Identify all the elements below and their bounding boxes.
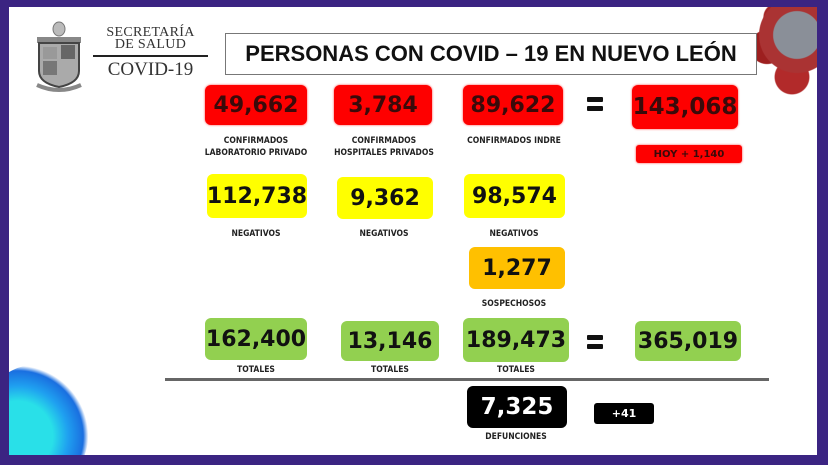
grand-total-value: 365,019: [635, 321, 741, 361]
label-line: CONFIRMADOS: [351, 136, 417, 146]
total-private-lab-value: 162,400: [205, 318, 307, 360]
confirmed-private-hospitals-label: CONFIRMADOS HOSPITALES PRIVADOS: [320, 135, 448, 159]
logo-line-3: COVID-19: [107, 59, 194, 80]
deaths-value: 7,325: [467, 386, 567, 428]
confirmed-private-hospitals-value: 3,784: [334, 85, 432, 125]
label-line: CONFIRMADOS INDRE: [467, 136, 561, 146]
coronavirus-decoration-icon: [9, 365, 89, 455]
negative-indre-label: NEGATIVOS: [489, 229, 539, 239]
total-private-hospitals-label: TOTALES: [371, 365, 409, 375]
logo-divider: [93, 55, 208, 57]
suspect-label: SOSPECHOSOS: [481, 299, 547, 309]
equals-icon: [587, 335, 603, 349]
logo-line-1: SECRETARÍA: [106, 25, 195, 40]
confirmed-private-lab-value: 49,662: [205, 85, 307, 125]
confirmed-private-lab-label: CONFIRMADOS LABORATORIO PRIVADO: [192, 135, 320, 159]
negative-private-lab-value: 112,738: [207, 174, 307, 218]
confirmed-indre-label: CONFIRMADOS INDRE: [450, 135, 578, 147]
confirmed-today-badge: HOY + 1,140: [636, 145, 742, 163]
confirmed-indre-value: 89,622: [463, 85, 563, 125]
negative-private-hospitals-value: 9,362: [337, 177, 433, 219]
slide-canvas: SECRETARÍA DE SALUD COVID-19 PERSONAS CO…: [9, 7, 817, 455]
total-private-lab-label: TOTALES: [237, 365, 275, 375]
total-private-hospitals-value: 13,146: [341, 321, 439, 361]
health-secretariat-logo: SECRETARÍA DE SALUD COVID-19: [27, 19, 217, 97]
logo-line-2: DE SALUD: [114, 37, 187, 52]
deaths-label: DEFUNCIONES: [485, 432, 547, 442]
negative-private-hospitals-label: NEGATIVOS: [359, 229, 409, 239]
equals-icon: [587, 97, 603, 111]
section-divider: [165, 378, 769, 381]
page-title: PERSONAS CON COVID – 19 EN NUEVO LEÓN: [225, 33, 757, 75]
nuevo-leon-crest-icon: [36, 21, 82, 92]
deaths-today-badge: +41: [594, 403, 654, 424]
label-line: CONFIRMADOS: [223, 136, 289, 146]
negative-private-lab-label: NEGATIVOS: [231, 229, 281, 239]
negative-indre-value: 98,574: [464, 174, 565, 218]
confirmed-total-value: 143,068: [632, 85, 738, 129]
suspect-value: 1,277: [469, 247, 565, 289]
label-line: LABORATORIO PRIVADO: [204, 148, 308, 158]
total-indre-label: TOTALES: [497, 365, 535, 375]
logo-text: SECRETARÍA DE SALUD COVID-19: [93, 25, 208, 80]
label-line: HOSPITALES PRIVADOS: [334, 148, 434, 158]
total-indre-value: 189,473: [463, 318, 569, 362]
